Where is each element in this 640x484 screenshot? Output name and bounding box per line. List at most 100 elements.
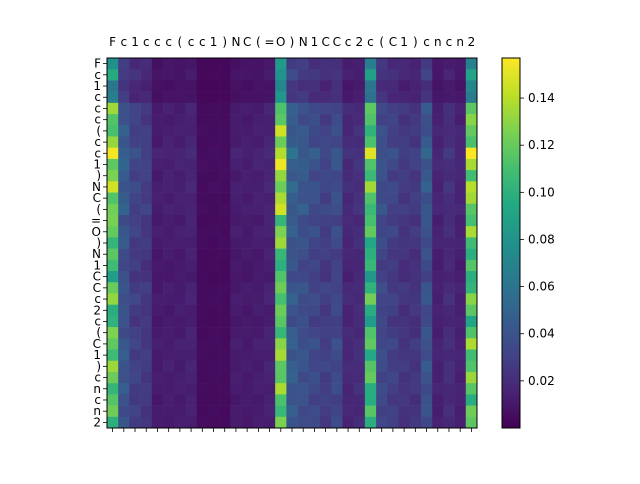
heatmap-cell — [252, 248, 265, 261]
heatmap-cell — [308, 360, 321, 373]
heatmap-cell — [376, 405, 388, 418]
heatmap-cell — [443, 136, 455, 148]
heatmap-cell — [320, 360, 332, 373]
x-tick-label: 1 — [311, 35, 319, 49]
heatmap-cell — [174, 304, 186, 317]
x-tick-label: 1 — [131, 35, 139, 49]
heatmap-cell — [252, 226, 265, 238]
heatmap-cell — [151, 158, 164, 171]
heatmap-cell — [163, 394, 175, 406]
heatmap-cell — [398, 192, 411, 205]
heatmap-cell — [443, 405, 455, 418]
heatmap-cell — [308, 80, 321, 92]
heatmap-cell — [342, 259, 354, 272]
heatmap-cell — [129, 405, 141, 418]
heatmap-cell — [331, 349, 343, 362]
heatmap-cell — [454, 136, 467, 148]
heatmap-cell — [398, 338, 411, 350]
heatmap-cell — [387, 360, 399, 373]
y-tick-label: c — [94, 90, 101, 104]
heatmap-cell — [241, 338, 254, 350]
heatmap-cell — [219, 192, 231, 205]
x-tick-label: c — [199, 35, 206, 49]
heatmap-cell — [252, 80, 265, 92]
heatmap-cell — [252, 203, 265, 216]
heatmap-cell — [185, 304, 197, 317]
heatmap-cell — [230, 102, 242, 115]
heatmap-cell — [398, 125, 411, 137]
heatmap-cell — [286, 181, 298, 193]
heatmap-cell — [207, 327, 220, 339]
heatmap-cell — [263, 147, 276, 160]
heatmap-cell — [207, 371, 220, 384]
heatmap-cell — [364, 80, 377, 92]
heatmap-cell — [308, 394, 321, 406]
heatmap-cell — [297, 136, 310, 148]
heatmap-cell — [398, 69, 411, 81]
heatmap-cell — [376, 102, 388, 115]
heatmap-cell — [174, 125, 186, 137]
heatmap-cell — [342, 181, 354, 193]
heatmap-cell — [376, 58, 388, 70]
heatmap-cell — [432, 349, 444, 362]
heatmap-cell — [252, 405, 265, 418]
heatmap-cell — [207, 360, 220, 373]
heatmap-cell — [230, 360, 242, 373]
y-tick-label: 1 — [93, 79, 101, 93]
heatmap-cell — [163, 315, 175, 328]
heatmap-cell — [151, 91, 164, 104]
heatmap-cell — [230, 125, 242, 137]
heatmap-cell — [454, 360, 467, 373]
heatmap-cell — [118, 315, 130, 328]
heatmap-cell — [174, 80, 186, 92]
heatmap-cell — [163, 158, 175, 171]
heatmap-cell — [308, 69, 321, 81]
heatmap-cell — [376, 293, 388, 305]
heatmap-cell — [432, 394, 444, 406]
heatmap-cell — [342, 271, 354, 283]
heatmap-cell — [432, 203, 444, 216]
heatmap-cell — [252, 237, 265, 249]
heatmap-cell — [107, 203, 119, 216]
heatmap-cell — [140, 338, 153, 350]
heatmap-cell — [252, 214, 265, 227]
heatmap-cell — [196, 394, 209, 406]
heatmap-cell — [376, 416, 388, 429]
heatmap-cell — [151, 248, 164, 261]
heatmap-cell — [163, 136, 175, 148]
heatmap-cell — [387, 248, 399, 261]
heatmap-cell — [118, 158, 130, 171]
heatmap-cell — [219, 349, 231, 362]
heatmap-cell — [263, 125, 276, 137]
heatmap-cell — [342, 315, 354, 328]
heatmap-cell — [409, 80, 422, 92]
heatmap-cell — [387, 80, 399, 92]
heatmap-cell — [163, 383, 175, 395]
heatmap-cell — [107, 91, 119, 104]
heatmap-cell — [241, 371, 254, 384]
colorbar-ticks: 0.02 0.04 0.06 0.08 0.10 0.12 0.14 — [520, 91, 555, 388]
heatmap-cell — [342, 248, 354, 261]
heatmap-cell — [241, 214, 254, 227]
heatmap-cell — [398, 237, 411, 249]
heatmap-cell — [342, 405, 354, 418]
heatmap-cell — [185, 338, 197, 350]
heatmap-cell — [342, 136, 354, 148]
heatmap-cell — [174, 383, 186, 395]
heatmap-cell — [286, 91, 298, 104]
heatmap-cell — [263, 91, 276, 104]
heatmap-cell — [174, 282, 186, 294]
heatmap-cell — [465, 259, 478, 272]
heatmap-cell — [376, 69, 388, 81]
heatmap-cell — [263, 136, 276, 148]
heatmap-cell — [398, 58, 411, 70]
heatmap-cell — [252, 416, 265, 429]
heatmap-cell — [320, 80, 332, 92]
heatmap-cell — [263, 69, 276, 81]
heatmap-cell — [107, 293, 119, 305]
heatmap-cell — [320, 315, 332, 328]
heatmap-cell — [241, 271, 254, 283]
heatmap-cell — [286, 349, 298, 362]
heatmap-cell — [320, 69, 332, 81]
